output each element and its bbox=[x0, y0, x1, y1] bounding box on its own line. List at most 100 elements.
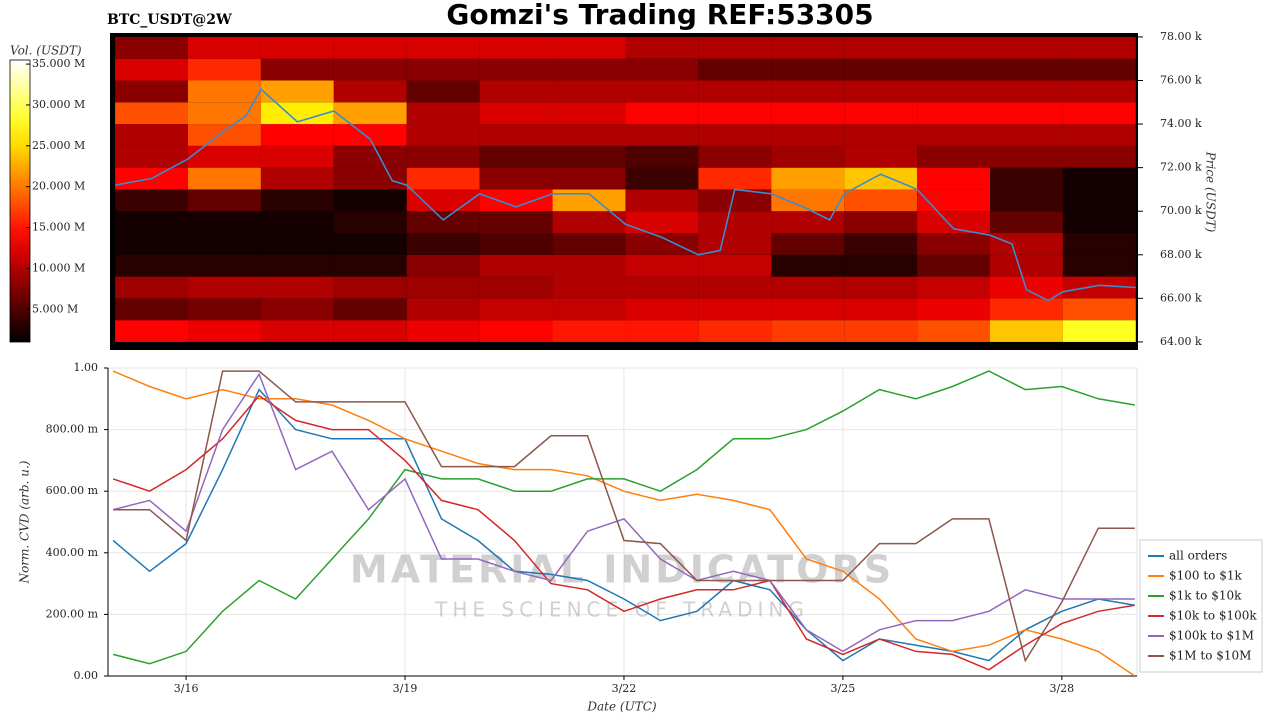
heat-cell bbox=[260, 58, 334, 81]
heat-cell bbox=[333, 36, 407, 59]
heat-cell bbox=[552, 189, 626, 212]
heat-cell bbox=[771, 254, 845, 277]
series-line bbox=[112, 372, 1135, 653]
colorbar-tick-label: 20.000 M bbox=[32, 180, 85, 193]
heat-cell bbox=[1062, 167, 1136, 190]
heat-cell bbox=[479, 298, 553, 321]
x-tick-label: 3/16 bbox=[174, 682, 199, 695]
heat-cell bbox=[698, 276, 772, 299]
heat-cell bbox=[625, 320, 699, 342]
heat-cell bbox=[260, 145, 334, 168]
heat-cell bbox=[917, 58, 990, 81]
y-tick-label: 600.00 m bbox=[46, 484, 99, 497]
heat-cell bbox=[188, 36, 261, 59]
heat-cell bbox=[552, 276, 626, 299]
y-tick-label: 72.00 k bbox=[1160, 161, 1202, 174]
heat-cell bbox=[698, 36, 772, 59]
heat-cell bbox=[625, 298, 699, 321]
heat-cell bbox=[917, 102, 990, 125]
heat-cell bbox=[260, 102, 334, 125]
heat-cell bbox=[188, 80, 261, 103]
heat-cell bbox=[917, 189, 990, 212]
heat-cell bbox=[406, 36, 480, 59]
heat-cell bbox=[844, 276, 918, 299]
heat-cell bbox=[844, 320, 918, 342]
heat-cell bbox=[698, 102, 772, 125]
y-tick-label: 74.00 k bbox=[1160, 117, 1202, 130]
heat-cell bbox=[698, 211, 772, 234]
heat-cell bbox=[698, 58, 772, 81]
heat-cell bbox=[260, 189, 334, 212]
heat-cell bbox=[260, 80, 334, 103]
y-tick-label: 68.00 k bbox=[1160, 248, 1202, 261]
heat-cell bbox=[1062, 276, 1136, 299]
heat-cell bbox=[1062, 320, 1136, 342]
heat-cell bbox=[771, 276, 845, 299]
heat-cell bbox=[844, 145, 918, 168]
subtitle: BTC_USDT@2W bbox=[107, 12, 232, 28]
legend-label: $1M to $10M bbox=[1169, 649, 1251, 663]
colorbar-tick-label: 15.000 M bbox=[32, 221, 85, 234]
colorbar bbox=[9, 59, 31, 343]
series-line bbox=[112, 370, 1135, 665]
heat-cell bbox=[333, 254, 407, 277]
heat-cell bbox=[260, 320, 334, 342]
lines bbox=[112, 370, 1136, 676]
heat-cell bbox=[260, 298, 334, 321]
heat-cell bbox=[115, 80, 189, 103]
heat-cell bbox=[552, 145, 626, 168]
heat-cell bbox=[989, 124, 1063, 146]
heat-cell bbox=[260, 211, 334, 234]
heat-cell bbox=[406, 58, 480, 81]
heat-cell bbox=[771, 167, 845, 190]
heat-cell bbox=[698, 298, 772, 321]
heat-cell bbox=[479, 320, 553, 342]
heat-cell bbox=[188, 298, 261, 321]
y-tick-label: 1.00 bbox=[74, 361, 99, 374]
heat-cell bbox=[844, 211, 918, 234]
heat-cell bbox=[698, 145, 772, 168]
heat-cell bbox=[406, 189, 480, 212]
heat-cell bbox=[625, 58, 699, 81]
price-line bbox=[114, 87, 1136, 302]
heat-cell bbox=[406, 320, 480, 342]
heat-cell bbox=[698, 189, 772, 212]
heat-cell bbox=[406, 276, 480, 299]
legend-label: $100k to $1M bbox=[1169, 629, 1254, 643]
heat-cell bbox=[771, 211, 845, 234]
heat-cell bbox=[989, 36, 1063, 59]
heat-cell bbox=[479, 276, 553, 299]
heat-cell bbox=[406, 102, 480, 125]
heat-cell bbox=[625, 233, 699, 255]
heat-cell bbox=[844, 298, 918, 321]
heat-cell bbox=[844, 189, 918, 212]
heat-cell bbox=[1062, 124, 1136, 146]
heat-cell bbox=[552, 102, 626, 125]
heat-cell bbox=[698, 320, 772, 342]
colorbar-tick-label: 10.000 M bbox=[32, 261, 85, 274]
heat-cell bbox=[698, 167, 772, 190]
heat-cell bbox=[406, 80, 480, 103]
y-tick-label: 64.00 k bbox=[1160, 335, 1202, 348]
heat-cell bbox=[917, 233, 990, 255]
heat-cell bbox=[917, 167, 990, 190]
heat-cell bbox=[479, 58, 553, 81]
y-tick-label: 400.00 m bbox=[46, 546, 99, 559]
heat-cell bbox=[917, 320, 990, 342]
heat-cell bbox=[552, 254, 626, 277]
y-tick-label: 800.00 m bbox=[46, 423, 99, 436]
heat-cell bbox=[333, 320, 407, 342]
heat-cell bbox=[188, 254, 261, 277]
heat-cell bbox=[479, 36, 553, 59]
heat-cell bbox=[625, 276, 699, 299]
heat-cell bbox=[333, 167, 407, 190]
heat-cell bbox=[917, 211, 990, 234]
heat-cell bbox=[333, 145, 407, 168]
heat-cell bbox=[333, 276, 407, 299]
heat-cell bbox=[917, 298, 990, 321]
series-line bbox=[113, 370, 1135, 663]
heat-cell bbox=[406, 211, 480, 234]
heat-cell bbox=[552, 211, 626, 234]
heat-cell bbox=[406, 233, 480, 255]
